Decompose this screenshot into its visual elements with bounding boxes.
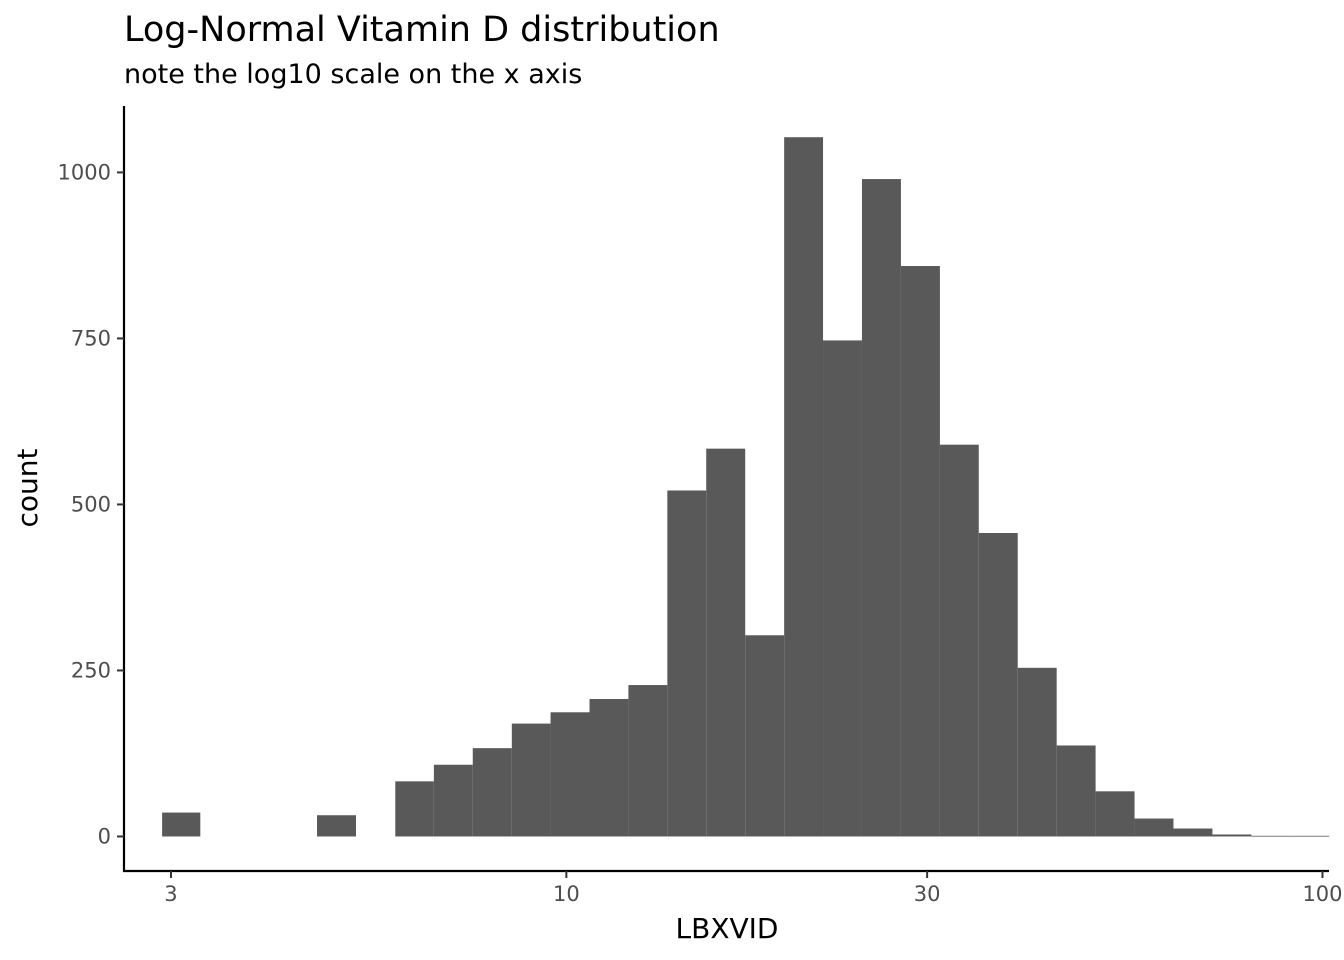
histogram-bar-6 (395, 781, 434, 837)
histogram-bar-29 (1290, 835, 1330, 837)
histogram-bar-12 (628, 685, 668, 837)
histogram-bar-13 (667, 490, 707, 837)
histogram-bar-24 (1095, 791, 1135, 837)
histogram-bar-28 (1251, 835, 1291, 837)
x-tick-label: 3 (164, 882, 177, 906)
histogram-bar-22 (1017, 667, 1057, 837)
bars-group (162, 137, 1330, 837)
x-tick-label: 30 (914, 882, 941, 906)
y-tick-label: 0 (98, 824, 111, 848)
histogram-bar-17 (823, 340, 862, 837)
y-tick-label: 1000 (58, 160, 111, 184)
histogram-bar-8 (472, 748, 512, 837)
x-axis-title: LBXVID (676, 912, 779, 945)
y-tick-label: 500 (71, 492, 111, 516)
histogram-bar-15 (745, 635, 785, 837)
chart-title: Log-Normal Vitamin D distribution (124, 10, 720, 50)
histogram-bar-10 (550, 712, 590, 837)
chart-subtitle: note the log10 scale on the x axis (124, 59, 582, 90)
histogram-bar-18 (861, 179, 901, 837)
y-tick-label: 750 (71, 326, 111, 350)
histogram-bar-0 (162, 812, 201, 837)
histogram-bar-26 (1173, 828, 1213, 837)
y-axis-ticks: 0 250 500 750 1000 (58, 160, 124, 848)
histogram-bar-4 (317, 815, 357, 837)
x-axis-ticks: 3 10 30 100 (164, 871, 1343, 906)
histogram-bar-14 (706, 448, 746, 837)
histogram-bar-23 (1056, 745, 1096, 837)
x-tick-label: 100 (1302, 882, 1342, 906)
histogram-bar-21 (978, 532, 1018, 837)
histogram-bar-16 (784, 137, 824, 837)
histogram-bar-25 (1134, 818, 1174, 837)
y-axis-title: count (11, 448, 44, 527)
x-tick-label: 10 (553, 882, 580, 906)
histogram-bar-27 (1212, 834, 1252, 837)
histogram-bar-7 (433, 764, 473, 837)
histogram-bar-11 (589, 699, 629, 837)
histogram-bar-19 (900, 266, 940, 837)
histogram-bar-20 (939, 444, 979, 837)
y-tick-label: 250 (71, 658, 111, 682)
histogram-bar-9 (511, 723, 551, 837)
